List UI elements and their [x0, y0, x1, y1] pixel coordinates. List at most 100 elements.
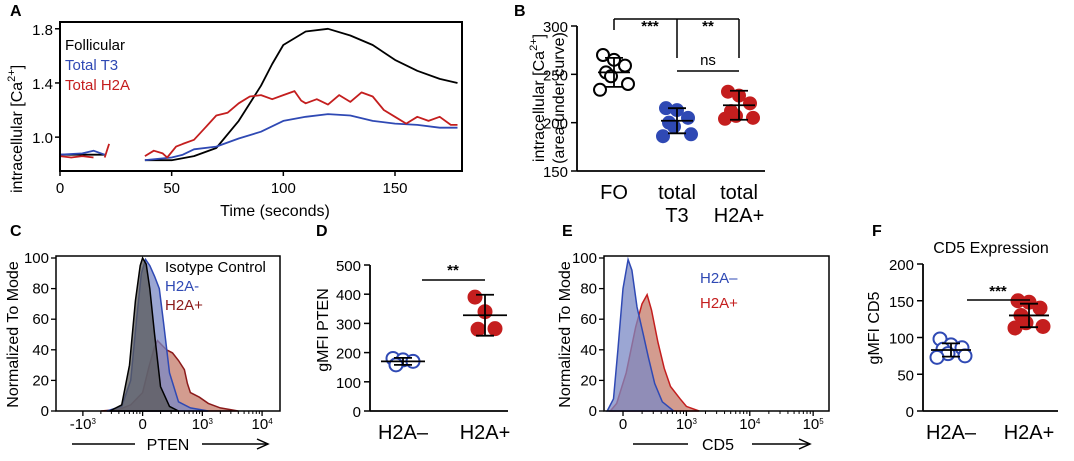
ytick-label-a: 1.8 [32, 22, 53, 39]
data-point [487, 321, 503, 337]
xtick-label: 0 [138, 416, 146, 433]
data-point [593, 82, 607, 97]
ytick-label: 500 [336, 258, 361, 275]
ytick-label: 400 [336, 287, 361, 304]
data-point [929, 349, 945, 365]
ytick-label: 0 [41, 403, 49, 420]
category-label: H2A+ [460, 422, 511, 444]
ytick-label: 0 [906, 404, 914, 421]
xtick-label-a: 100 [271, 180, 296, 197]
data-point [1035, 318, 1051, 334]
ytick-label: 100 [336, 375, 361, 392]
xtick-label: 103 [192, 416, 214, 433]
legend-entry-a: Total H2A [65, 77, 130, 94]
histogram-area-black [109, 256, 179, 412]
panel-label-c: C [10, 223, 22, 240]
panel-label-a: A [10, 3, 22, 20]
ytick-label-a: 1.0 [32, 130, 53, 147]
data-point [656, 129, 670, 144]
legend-entry-a: Total T3 [65, 57, 118, 74]
legend-entry-c: H2A+ [165, 297, 203, 314]
ytick-label: 300 [543, 19, 568, 36]
category-label: FO [600, 182, 628, 204]
ytick-label: 80 [580, 281, 597, 298]
histogram-area-blue [605, 256, 676, 412]
data-point [470, 321, 486, 337]
xtick-label: 0 [619, 416, 627, 433]
category-label: T3 [665, 205, 688, 227]
ytick-label: 50 [897, 367, 914, 384]
category-label: total [658, 182, 696, 204]
x-axis-title: CD5 [702, 437, 734, 454]
ytick-label: 200 [543, 116, 568, 133]
legend-entry-e: H2A– [700, 270, 738, 287]
ytick-label: 0 [589, 403, 597, 420]
y-axis-title: intracellular [Ca2+] [528, 34, 548, 162]
xtick-label: 103 [676, 416, 698, 433]
legend-entry-e: H2A+ [700, 295, 738, 312]
sig-label: ns [700, 52, 716, 69]
data-point [618, 58, 632, 73]
legend-entry-c: H2A- [165, 278, 199, 295]
ytick-label: 20 [32, 372, 49, 389]
sig-label: ** [447, 262, 459, 279]
x-axis-title-arrow-head [256, 438, 270, 450]
panel-label-b: B [514, 3, 526, 20]
ytick-label: 40 [32, 342, 49, 359]
y-axis-title: Normalized To Mode [557, 261, 574, 408]
x-axis-title-arrow [752, 438, 812, 450]
xtick-label: -103 [70, 416, 97, 433]
data-point [621, 77, 635, 91]
data-point [957, 348, 973, 364]
data-point [667, 119, 681, 134]
y-axis-title: Normalized To Mode [5, 261, 22, 408]
ytick-label: 60 [580, 311, 597, 328]
series-line-blue-0 [59, 149, 106, 156]
ytick-label: 100 [24, 250, 49, 267]
data-point [681, 110, 695, 125]
panel-a: A 1.0 1.4 1.8 0 50 100 150 Time (seconds) intrace… [6, 3, 463, 220]
ytick-label: 250 [543, 67, 568, 84]
category-label: total [720, 182, 758, 204]
category-label: H2A+ [714, 205, 765, 227]
chart-title-f: CD5 Expression [933, 240, 1049, 257]
legend-entry-c: Isotype Control [165, 259, 266, 276]
ytick-label: 150 [543, 164, 568, 181]
category-label: H2A+ [1004, 422, 1055, 444]
data-point [467, 289, 483, 305]
ytick-label: 150 [889, 294, 914, 311]
data-point [1007, 320, 1023, 336]
category-label: H2A– [378, 422, 429, 444]
data-point [718, 111, 732, 126]
ytick-label: 200 [336, 346, 361, 363]
sig-label: *** [641, 18, 659, 35]
sig-label: ** [702, 18, 714, 35]
xtick-label-a: 50 [163, 180, 180, 197]
data-point [746, 110, 760, 125]
data-point [743, 96, 757, 111]
plot-frame-a [59, 21, 463, 172]
ytick-label: 200 [889, 257, 914, 274]
xtick-label-a: 0 [56, 180, 64, 197]
xtick-label: 105 [803, 416, 825, 433]
sig-label: *** [989, 283, 1007, 300]
panel-c: C 0 20 40 60 80 100 -103 0 103 104 Normalized To Mo… [5, 223, 281, 454]
series-line-black-1 [144, 27, 458, 162]
ytick-label: 100 [889, 331, 914, 348]
series-line-red-0 [59, 155, 94, 159]
panel-e: E 0 20 40 60 80 100 0 103 104 105 Normalized To Mod… [557, 223, 830, 454]
panel-label-d: D [316, 223, 328, 240]
data-point [684, 127, 698, 142]
ytick-label: 0 [353, 404, 361, 421]
x-axis-title-arrow-head [798, 438, 812, 450]
y-axis-title: gMFI PTEN [315, 288, 332, 372]
y-axis-title-a: intracellular [Ca2+] [6, 65, 26, 193]
ytick-label: 40 [580, 342, 597, 359]
ytick-label: 20 [580, 372, 597, 389]
panel-label-f: F [872, 223, 882, 240]
ytick-label: 100 [572, 250, 597, 267]
plot-frame-c [55, 255, 281, 412]
